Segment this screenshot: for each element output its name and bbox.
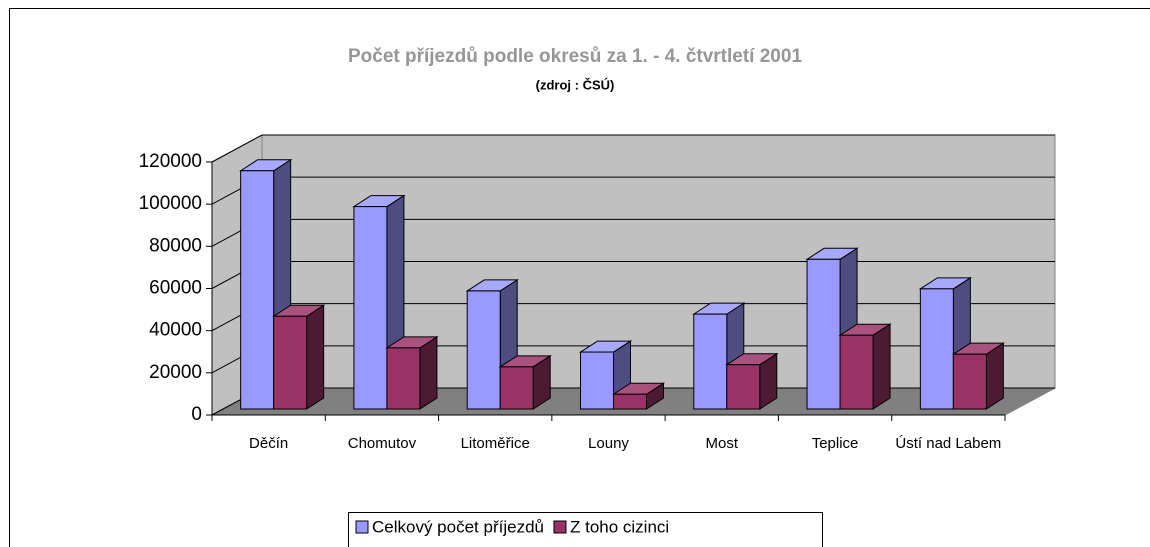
bar-front [919,288,954,410]
bar-front [240,170,275,410]
legend-swatch [355,520,369,534]
bar-front [839,334,874,410]
grid-segment [211,134,1055,163]
bar-front [952,353,987,410]
y-tick-label: 0 [191,404,202,425]
x-tick-label: Teplice [811,435,859,452]
grid-line [211,134,1055,163]
y-tick-label: 100000 [139,193,202,214]
x-tick-label: Chomutov [347,435,417,452]
bar-front [693,313,728,410]
y-tick-label: 80000 [149,235,202,256]
bar [385,335,439,410]
x-tick-label: Most [705,435,739,452]
bar-front [806,258,841,410]
bar-side [872,323,891,410]
legend-label: Z toho cizinci [570,517,669,536]
bar-front [353,206,388,410]
bar-front [386,347,421,410]
bar-side [419,335,438,410]
bar [271,304,326,410]
legend-box [348,512,823,547]
bar-side [306,304,325,410]
chart-subtitle: (zdroj : ČSÚ) [536,77,615,92]
chart-title: Počet příjezdů podle okresů za 1. - 4. č… [348,46,802,67]
bar [838,323,892,410]
bar-front [499,366,534,410]
bar-front [613,393,647,410]
x-tick-label: Litoměřice [460,435,530,452]
y-tick-label: 40000 [149,320,202,341]
y-tick-label: 60000 [149,278,202,299]
y-tick-label: 20000 [149,362,202,383]
bar-front [726,364,761,410]
bar [951,342,1006,410]
bar-front [466,290,501,410]
x-tick-label: Děčín [249,435,289,452]
y-tick-label: 120000 [139,151,202,172]
bar-front [580,351,614,410]
bar-front [273,315,308,410]
bar [725,352,779,410]
x-tick-label: Ústí nad Labem [895,435,1002,452]
legend-swatch [553,520,567,534]
legend-label: Celkový počet příjezdů [372,517,544,536]
bar [498,354,552,410]
x-tick-label: Louny [588,435,629,452]
bar [611,382,666,410]
